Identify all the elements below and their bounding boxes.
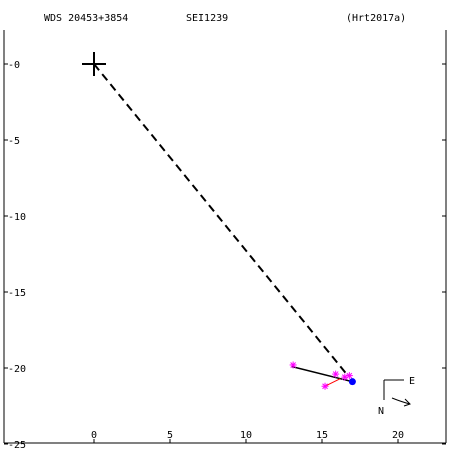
observation-star-stroke [332,371,339,377]
observation-star-stroke [322,383,328,390]
header-wds-label: WDS 20453+3854 [44,13,128,24]
x-tick-label: 20 [392,430,404,441]
plot-marks [82,52,356,390]
compass-arrowhead-icon [403,398,411,407]
latest-position-point [348,378,356,386]
x-tick-label: 0 [91,430,97,441]
compass-east-label: E [409,376,415,387]
observation-star-stroke [290,362,296,368]
y-tick-label: -20 [8,364,26,375]
y-tick-label: -15 [8,288,26,299]
y-tick-label: -25 [8,440,26,450]
plot-axes: -0 -5 -10 -15 -20 -25 0 5 10 15 20 [3,30,447,450]
y-tick-label: -0 [8,60,20,71]
compass-north-label: N [378,406,384,417]
observation-point [321,382,329,390]
primary-to-companion-dashed-line [93,63,349,377]
observation-star-stroke [346,372,353,379]
header-discoverer-label: SEI1239 [186,13,228,24]
observation-point [289,361,297,369]
compass-rose: E N [378,376,415,417]
compass-motion-arrow [391,397,411,405]
x-tick-label: 15 [316,430,328,441]
residual-line [324,378,341,387]
x-tick-label: 5 [167,430,173,441]
header-reference-label: (Hrt2017a) [346,13,406,24]
y-tick-label: -5 [8,136,20,147]
observation-point [345,372,353,380]
y-tick-label: -10 [8,212,26,223]
observation-point [332,370,340,378]
x-tick-label: 10 [240,430,252,441]
